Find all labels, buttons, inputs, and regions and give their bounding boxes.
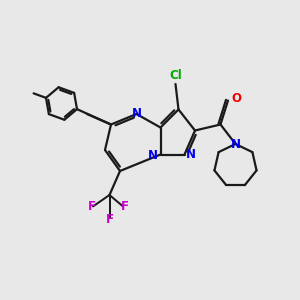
Text: F: F [121,200,128,214]
Text: N: N [231,137,241,151]
Text: N: N [148,148,158,162]
Text: N: N [131,107,142,120]
Text: N: N [186,148,196,161]
Text: F: F [106,213,113,226]
Text: F: F [88,200,95,214]
Text: O: O [231,92,241,106]
Text: Cl: Cl [169,69,182,82]
